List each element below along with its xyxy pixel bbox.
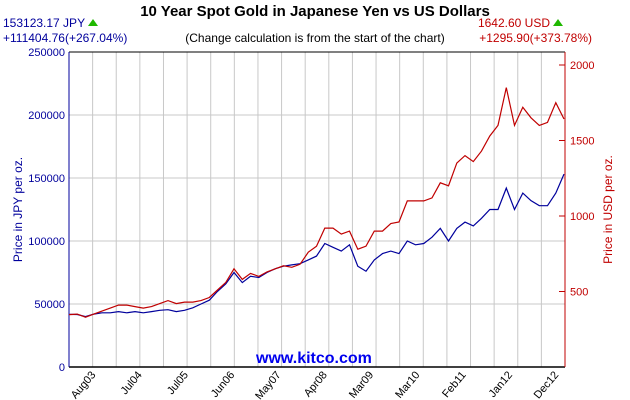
y-tick-label-left: 0: [59, 362, 65, 374]
y-tick-label-left: 250000: [28, 47, 65, 59]
x-tick-label: Jul05: [165, 369, 191, 397]
x-tick-label: Apr08: [302, 369, 330, 399]
series-line-usd: [68, 87, 565, 318]
jpy-price-value: 153123.17 JPY: [3, 16, 86, 30]
x-tick-label: Mar10: [393, 369, 422, 400]
x-tick-label: May07: [253, 369, 283, 400]
y-tick-label-right: 2000: [570, 60, 594, 72]
y-tick-label-left: 50000: [34, 299, 65, 311]
up-triangle-icon: [88, 19, 99, 26]
x-tick-label: Jun06: [209, 369, 237, 400]
usd-change: +1295.90(+373.78%): [479, 31, 592, 45]
y-tick-label-left: 200000: [28, 110, 65, 122]
y-tick-label-right: 1000: [570, 211, 594, 223]
x-tick-label: Feb11: [440, 369, 469, 400]
watermark: www.kitco.com: [256, 350, 372, 367]
y-tick-label-right: 1500: [570, 135, 594, 147]
jpy-change: +111404.76(+267.04%): [3, 31, 128, 45]
y-axis-title-right: Price in USD per oz.: [601, 155, 615, 264]
y-tick-label-left: 150000: [28, 173, 65, 185]
usd-price: 1642.60 USD: [478, 16, 563, 30]
x-tick-label: Aug03: [69, 369, 99, 400]
x-tick-label: Jan12: [487, 369, 515, 400]
x-tick-label: Jul04: [119, 369, 145, 397]
usd-price-value: 1642.60 USD: [477, 16, 550, 30]
y-axis-title-left: Price in JPY per oz.: [11, 157, 25, 262]
chart-title: 10 Year Spot Gold in Japanese Yen vs US …: [140, 3, 490, 20]
change-note: (Change calculation is from the start of…: [185, 31, 445, 45]
series-line-jpy: [68, 173, 565, 318]
x-tick-label: Mar09: [347, 369, 376, 400]
up-triangle-icon: [553, 19, 563, 26]
y-tick-label-right: 500: [570, 286, 588, 298]
jpy-price: 153123.17 JPY: [3, 16, 99, 30]
y-tick-label-left: 100000: [28, 236, 65, 248]
x-tick-label: Dec12: [532, 369, 562, 400]
